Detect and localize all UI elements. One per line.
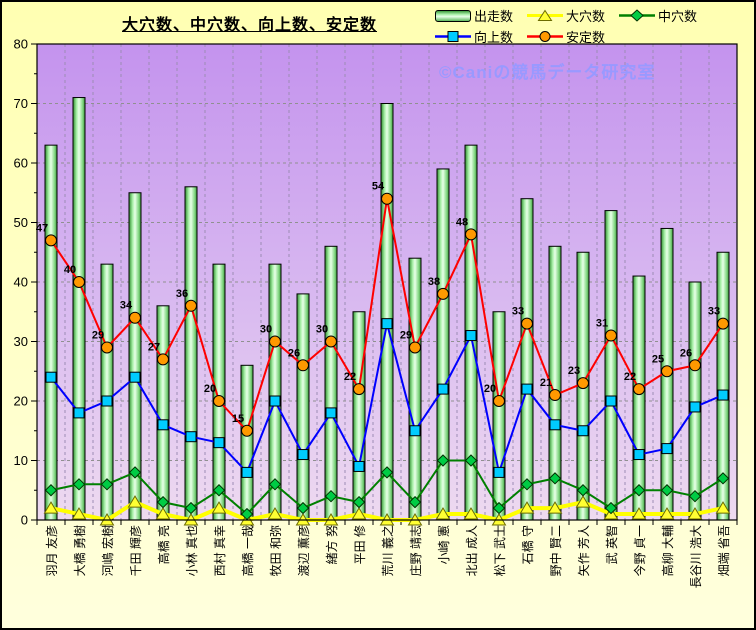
svg-text:大橋 勇樹: 大橋 勇樹 xyxy=(73,525,87,576)
svg-text:20: 20 xyxy=(14,394,28,409)
svg-text:29: 29 xyxy=(400,329,412,341)
watermark: ©Caniの競馬データ研究室 xyxy=(439,63,656,82)
svg-text:武 英智: 武 英智 xyxy=(604,525,619,564)
svg-text:25: 25 xyxy=(652,353,664,365)
square-series-icon xyxy=(435,31,471,42)
svg-text:30: 30 xyxy=(14,334,28,349)
legend-label: 大穴数 xyxy=(566,9,606,24)
svg-text:荒川 義之: 荒川 義之 xyxy=(380,525,395,576)
svg-text:38: 38 xyxy=(428,276,440,288)
svg-text:80: 80 xyxy=(14,37,28,52)
svg-text:33: 33 xyxy=(708,306,720,318)
circle-series-icon xyxy=(527,31,564,42)
svg-text:西村 真幸: 西村 真幸 xyxy=(213,525,227,576)
svg-text:河嶋 宏樹: 河嶋 宏樹 xyxy=(100,525,115,576)
svg-text:小林 真也: 小林 真也 xyxy=(185,525,199,576)
legend-label: 向上数 xyxy=(474,30,514,45)
svg-text:34: 34 xyxy=(120,300,133,312)
svg-text:今野 貞一: 今野 貞一 xyxy=(632,525,647,576)
legend-item-improve: 向上数 xyxy=(435,27,513,46)
svg-text:23: 23 xyxy=(568,365,580,377)
svg-text:31: 31 xyxy=(596,318,608,330)
svg-text:牧田 和弥: 牧田 和弥 xyxy=(268,525,283,576)
legend-label: 出走数 xyxy=(474,9,514,24)
svg-text:70: 70 xyxy=(14,96,28,111)
legend-item-bigupset: 大穴数 xyxy=(527,6,605,25)
svg-text:平田 修: 平田 修 xyxy=(352,525,367,564)
svg-text:矢作 芳人: 矢作 芳人 xyxy=(577,525,591,576)
bar-series-icon xyxy=(435,9,471,22)
svg-text:小崎 憲: 小崎 憲 xyxy=(436,525,451,564)
legend-item-midupset: 中穴数 xyxy=(619,6,697,25)
svg-text:高橋 一哉: 高橋 一哉 xyxy=(240,525,255,576)
legend: 出走数 大穴数 中穴数 向上数 xyxy=(435,6,745,48)
svg-text:21: 21 xyxy=(540,377,552,389)
diamond-series-icon xyxy=(619,9,656,22)
svg-text:高橋 亮: 高橋 亮 xyxy=(156,525,171,564)
svg-text:野中 賢二: 野中 賢二 xyxy=(548,525,563,576)
legend-label: 安定数 xyxy=(566,30,606,45)
svg-text:40: 40 xyxy=(14,275,28,290)
svg-text:松下 武士: 松下 武士 xyxy=(493,525,507,576)
triangle-series-icon xyxy=(527,9,564,21)
chart-title: 大穴数、中穴数、向上数、安定数 xyxy=(122,17,378,34)
svg-text:30: 30 xyxy=(316,324,328,336)
svg-text:26: 26 xyxy=(680,347,692,359)
svg-text:26: 26 xyxy=(288,347,300,359)
svg-text:22: 22 xyxy=(624,371,636,383)
svg-text:29: 29 xyxy=(92,329,104,341)
svg-text:15: 15 xyxy=(232,413,244,425)
svg-text:40: 40 xyxy=(64,264,76,276)
svg-text:36: 36 xyxy=(176,288,188,300)
svg-text:石橋 守: 石橋 守 xyxy=(521,525,535,564)
svg-text:54: 54 xyxy=(372,181,385,193)
svg-text:50: 50 xyxy=(14,215,28,230)
svg-text:27: 27 xyxy=(148,341,160,353)
legend-label: 中穴数 xyxy=(658,9,698,24)
svg-text:庄野 靖志: 庄野 靖志 xyxy=(408,525,423,576)
svg-text:33: 33 xyxy=(512,306,524,318)
svg-text:北出 成人: 北出 成人 xyxy=(465,525,479,576)
svg-text:長谷川 浩大: 長谷川 浩大 xyxy=(689,525,703,588)
svg-text:30: 30 xyxy=(260,324,272,336)
svg-text:22: 22 xyxy=(344,371,356,383)
svg-text:20: 20 xyxy=(484,383,496,395)
svg-text:羽月 友彦: 羽月 友彦 xyxy=(44,525,59,576)
svg-text:20: 20 xyxy=(204,383,216,395)
svg-text:高柳 大輔: 高柳 大輔 xyxy=(660,525,675,576)
svg-text:渡辺 薫彦: 渡辺 薫彦 xyxy=(296,525,311,576)
svg-text:畑端 省吾: 畑端 省吾 xyxy=(717,525,731,576)
legend-item-entries: 出走数 xyxy=(435,6,513,25)
legend-item-stable: 安定数 xyxy=(527,27,605,46)
svg-text:47: 47 xyxy=(36,222,48,234)
svg-text:緒方 努: 緒方 努 xyxy=(324,525,339,564)
svg-text:48: 48 xyxy=(456,216,468,228)
svg-text:0: 0 xyxy=(21,513,28,528)
svg-text:千田 輝彦: 千田 輝彦 xyxy=(128,525,143,576)
svg-text:10: 10 xyxy=(14,453,28,468)
svg-text:60: 60 xyxy=(14,156,28,171)
